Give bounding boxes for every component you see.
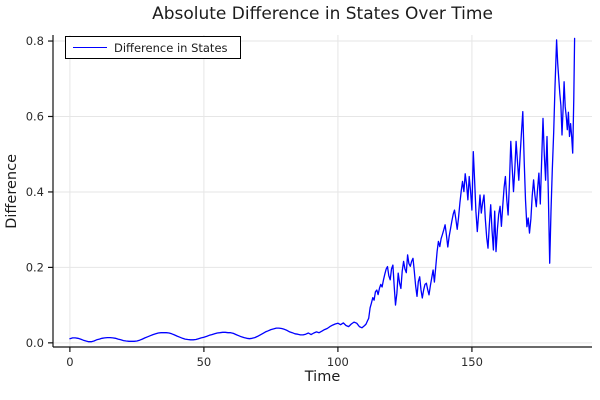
y-tick-label: 0.0 bbox=[26, 336, 44, 350]
y-tick-label: 0.2 bbox=[26, 260, 44, 274]
legend: Difference in States bbox=[65, 36, 241, 59]
x-tick-label: 0 bbox=[66, 355, 73, 369]
legend-label: Difference in States bbox=[114, 40, 228, 55]
y-tick-label: 0.6 bbox=[26, 109, 44, 123]
x-axis-label: Time bbox=[304, 369, 341, 385]
y-axis-label-wrap: Difference bbox=[4, 35, 20, 347]
data-line bbox=[69, 37, 576, 343]
chart-title: Absolute Difference in States Over Time bbox=[152, 4, 493, 24]
x-tick-label: 150 bbox=[461, 355, 483, 369]
y-axis-label: Difference bbox=[4, 153, 20, 229]
legend-line-sample bbox=[73, 47, 107, 48]
x-tick-label: 50 bbox=[197, 355, 212, 369]
x-tick-label: 100 bbox=[327, 355, 349, 369]
y-tick-label: 0.8 bbox=[26, 34, 44, 48]
y-tick-label: 0.4 bbox=[26, 185, 44, 199]
